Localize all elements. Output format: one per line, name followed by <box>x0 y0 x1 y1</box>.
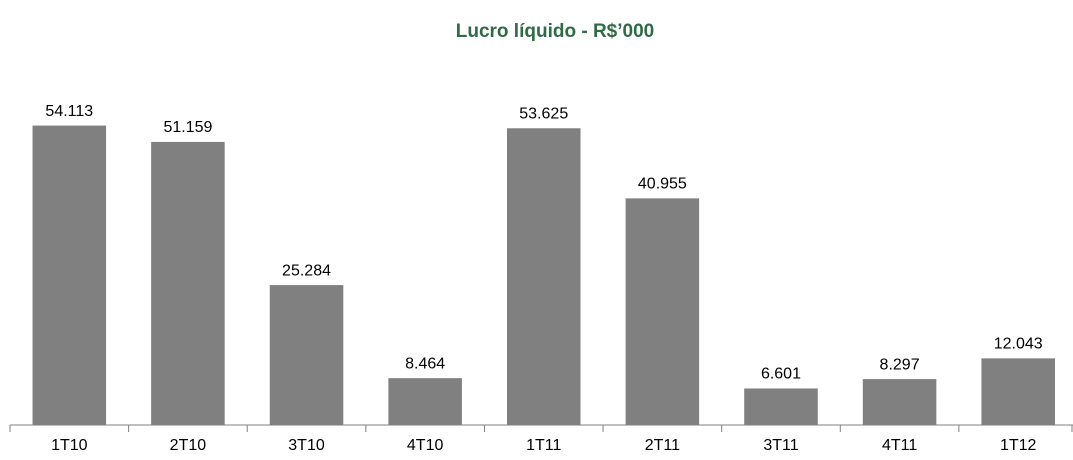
bar <box>862 379 937 425</box>
data-label: 8.464 <box>405 355 445 372</box>
x-tick-label: 2T10 <box>170 437 207 454</box>
bar <box>269 285 344 425</box>
x-tick-label: 3T10 <box>288 437 325 454</box>
bar <box>506 128 581 425</box>
x-tick-label: 1T12 <box>1000 437 1037 454</box>
x-tick-label: 2T11 <box>645 437 680 454</box>
data-label: 54.113 <box>45 103 93 120</box>
x-tick-label: 4T10 <box>407 437 444 454</box>
x-tick-label: 4T11 <box>882 437 917 454</box>
x-tick-label: 1T10 <box>51 437 88 454</box>
data-label: 6.601 <box>761 366 801 383</box>
bar <box>388 378 462 425</box>
bar <box>625 198 700 425</box>
data-label: 51.159 <box>163 119 212 136</box>
bar <box>981 358 1055 425</box>
bar <box>744 388 818 425</box>
chart-title: Lucro líquido - R$’000 <box>456 21 654 42</box>
bar <box>151 141 225 425</box>
data-label: 40.955 <box>638 176 687 193</box>
bar <box>32 125 107 425</box>
data-label: 12.043 <box>994 336 1043 353</box>
x-tick-label: 1T11 <box>526 437 561 454</box>
data-label: 53.625 <box>519 105 568 122</box>
data-label: 25.284 <box>282 262 331 279</box>
x-tick-label: 3T11 <box>763 437 798 454</box>
data-label: 8.297 <box>880 356 920 373</box>
